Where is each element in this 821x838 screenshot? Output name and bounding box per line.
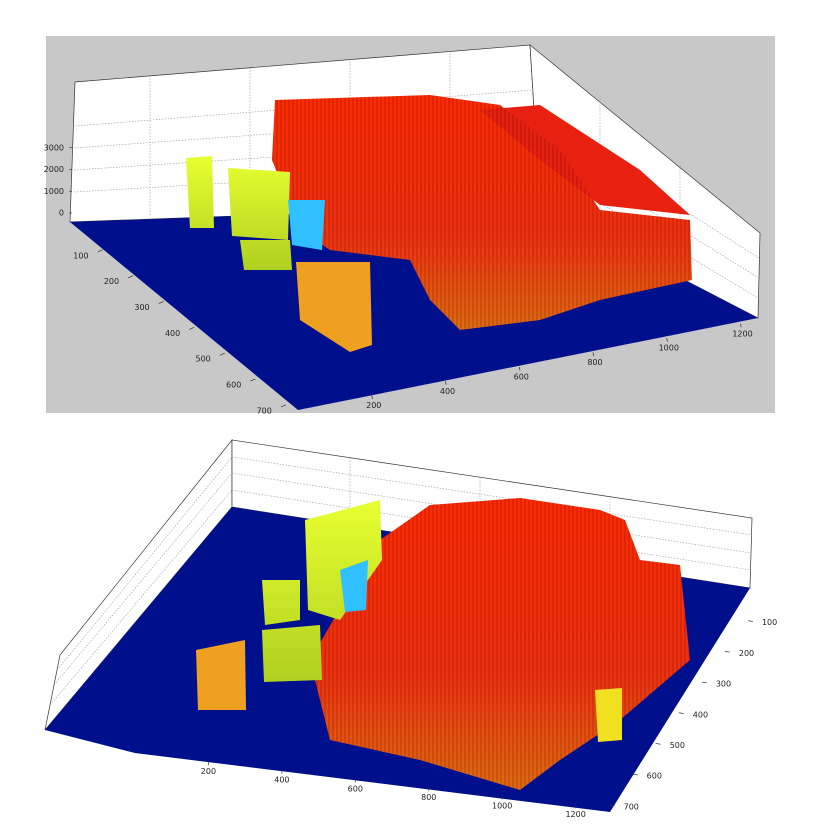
surface-blob	[595, 688, 622, 742]
tick-mark	[371, 395, 373, 400]
tick-mark	[701, 681, 707, 684]
y-tick-label: 200	[739, 649, 754, 658]
tick-mark	[666, 338, 668, 342]
wall-grid	[49, 456, 753, 706]
y-tick-label: 700	[624, 802, 639, 811]
tick-mark	[740, 323, 742, 328]
y-tick-label: 500	[670, 741, 685, 750]
plot-top	[46, 36, 775, 413]
x-tick-label: 400	[274, 776, 289, 785]
surface-blob	[186, 156, 292, 270]
y-tick-label: 200	[104, 277, 119, 286]
tick-mark	[632, 773, 638, 776]
x-tick-label: 800	[421, 793, 436, 802]
tick-mark	[592, 352, 595, 357]
x-tick-label: 1200	[565, 810, 585, 819]
surface-blob	[262, 500, 382, 682]
y-tick-label: 300	[134, 303, 149, 312]
y-tick-label: 700	[257, 406, 272, 415]
surface-blob	[340, 560, 368, 612]
z-tick-label: 1000	[44, 187, 64, 196]
x-tick-label: 200	[366, 401, 381, 410]
plot-bottom	[44, 439, 753, 812]
surface-shade	[310, 498, 690, 790]
x-tick-label: 600	[514, 372, 529, 381]
tick-mark	[609, 804, 615, 806]
surface-shade	[272, 95, 692, 330]
tick-mark	[128, 275, 134, 279]
tick-mark	[678, 712, 684, 714]
x-tick-label: 800	[587, 358, 602, 367]
y-tick-label: 100	[762, 618, 777, 627]
y-tick-label: 100	[73, 251, 88, 260]
x-tick-label: 400	[440, 387, 455, 396]
x-tick-label: 1000	[492, 801, 512, 810]
x-tick-label: 1200	[732, 329, 752, 338]
surface-blob	[196, 640, 246, 710]
tick-mark	[445, 381, 447, 385]
tick-mark	[158, 301, 164, 304]
tick-mark	[219, 352, 225, 356]
y-tick-label: 400	[693, 710, 708, 719]
x-tick-label: 200	[201, 767, 216, 776]
z-tick-label: 2000	[44, 165, 64, 174]
tick-mark	[655, 743, 661, 745]
z-tick-label: 3000	[44, 143, 64, 152]
surface-blob	[296, 262, 372, 352]
tick-mark	[724, 651, 730, 653]
y-tick-label: 400	[165, 329, 180, 338]
y-tick-label: 600	[647, 772, 662, 781]
y-tick-label: 500	[195, 355, 210, 364]
y-tick-label: 300	[716, 680, 731, 689]
surface-blob	[288, 200, 325, 250]
tick-mark	[250, 378, 256, 382]
tick-mark	[747, 620, 753, 622]
x-tick-label: 1000	[659, 344, 679, 353]
tick-mark	[280, 404, 287, 408]
tick-mark	[518, 366, 521, 371]
tick-mark	[97, 249, 103, 253]
tick-mark	[189, 327, 195, 330]
y-tick-label: 600	[226, 381, 241, 390]
x-tick-label: 600	[348, 784, 363, 793]
z-tick-label: 0	[59, 209, 64, 218]
